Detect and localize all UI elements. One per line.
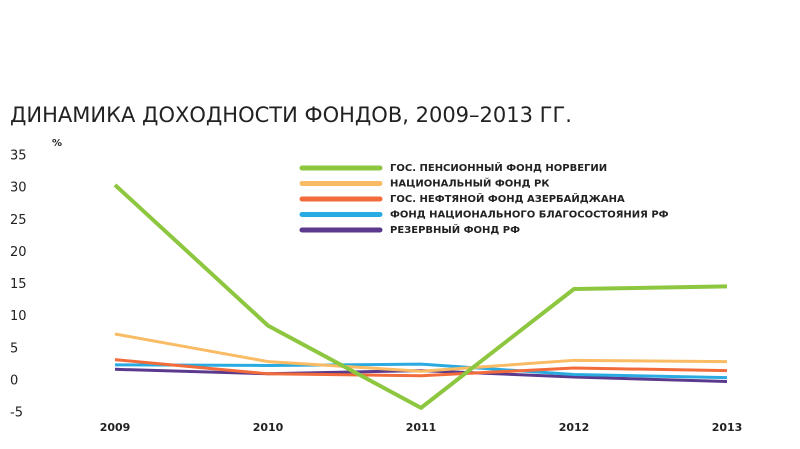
x-tick-label: 2013 [712,421,743,434]
legend-label: ГОС. ПЕНСИОННЫЙ ФОНД НОРВЕГИИ [390,161,607,174]
y-axis-label: % [52,138,62,149]
legend-label: ГОС. НЕФТЯНОЙ ФОНД АЗЕРБАЙДЖАНА [390,192,625,205]
legend-label: НАЦИОНАЛЬНЫЙ ФОНД РК [390,177,550,190]
y-tick-label: 20 [10,245,27,260]
y-tick-label: 35 [10,149,27,164]
y-tick-label: 5 [10,341,18,356]
y-tick-label: -5 [10,406,23,421]
series-line [113,183,728,410]
y-tick-label: 10 [10,309,27,324]
series-line [114,358,728,378]
series-line [114,362,728,380]
y-tick-label: 30 [10,181,27,196]
x-tick-label: 2009 [100,421,131,434]
x-tick-label: 2010 [253,421,284,434]
y-tick-label: 25 [10,213,27,228]
x-tick-label: 2012 [559,421,590,434]
y-tick-label: 0 [10,373,18,388]
legend-label: ФОНД НАЦИОНАЛЬНОГО БЛАГОСОСТОЯНИЯ РФ [390,210,669,221]
y-tick-label: 15 [10,277,27,292]
x-tick-label: 2011 [406,421,437,434]
series-line [114,332,728,373]
chart-title: ДИНАМИКА ДОХОДНОСТИ ФОНДОВ, 2009–2013 ГГ… [10,103,572,127]
legend-label: РЕЗЕРВНЫЙ ФОНД РФ [390,223,520,236]
